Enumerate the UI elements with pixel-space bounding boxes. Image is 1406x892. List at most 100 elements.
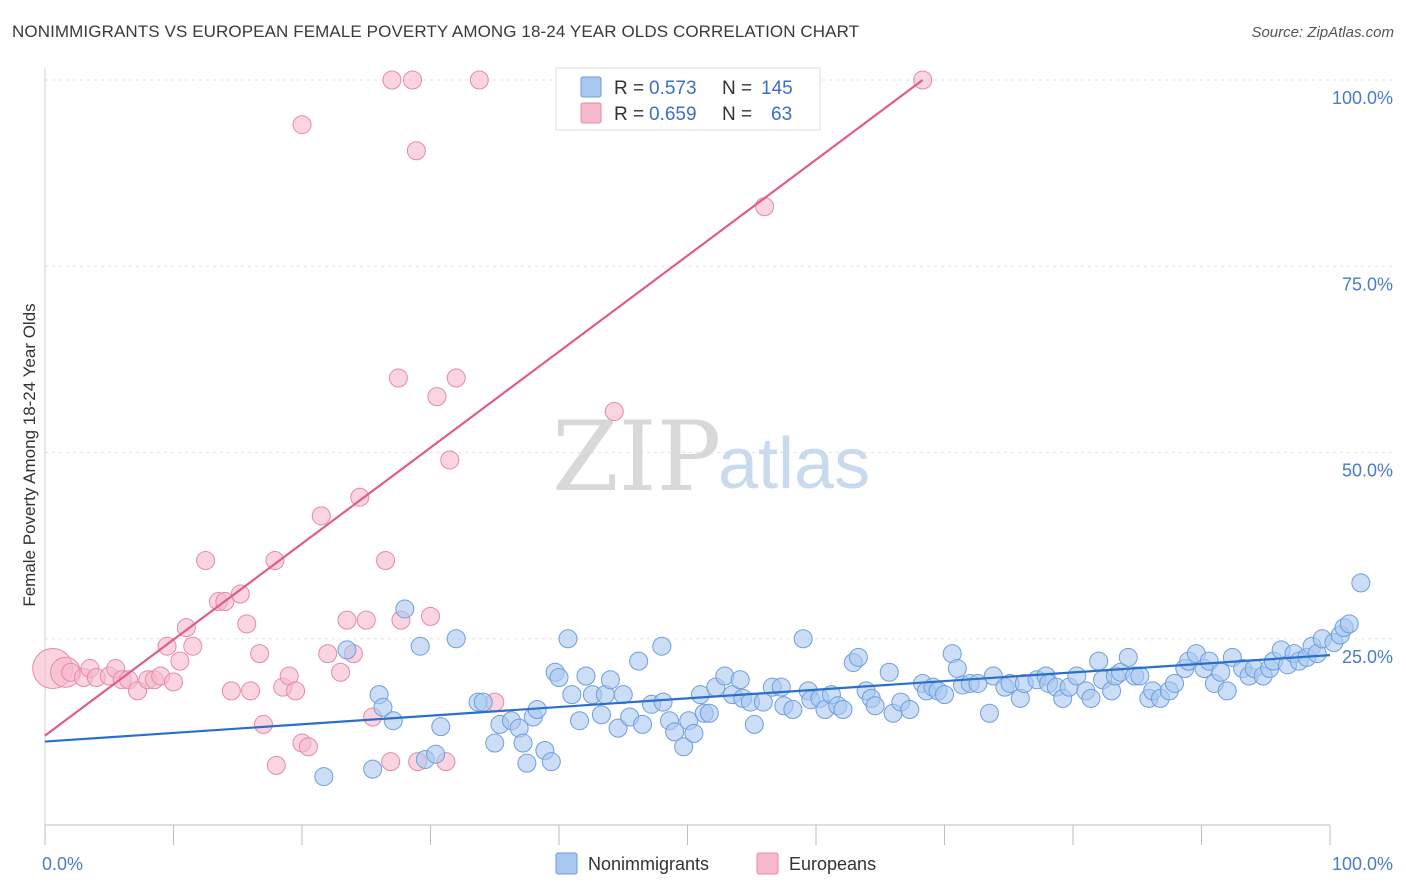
- europeans-point-16: [170, 651, 190, 671]
- europeans-point-42: [356, 610, 376, 630]
- europeans-point-35: [292, 115, 312, 135]
- europeans-point-45: [381, 752, 401, 772]
- nonimmigrants-point-19: [517, 753, 537, 773]
- nonimmigrants-point-6: [395, 599, 415, 619]
- nonimmigrants-point-35: [613, 685, 633, 705]
- trend-lines: [44, 79, 1331, 743]
- legend-n-label-nonimmigrants: N =: [722, 78, 752, 99]
- axes: [44, 68, 1331, 845]
- nonimmigrants-point-78: [900, 700, 920, 720]
- nonimmigrants-point-49: [699, 703, 719, 723]
- nonimmigrants-trend-line: [44, 654, 1331, 743]
- nonimmigrants-point-14: [485, 733, 505, 753]
- europeans-point-50: [406, 141, 426, 161]
- nonimmigrants-point-56: [744, 714, 764, 734]
- europeans-trend-line: [44, 79, 924, 737]
- nonimmigrants-point-90: [983, 666, 1003, 686]
- nonimmigrants-point-47: [690, 685, 710, 705]
- nonimmigrants-point-11: [446, 629, 466, 649]
- series-legend-swatch-nonimmigrants: [555, 852, 578, 875]
- nonimmigrants-point-25: [549, 667, 569, 687]
- nonimmigrants-point-103: [1081, 688, 1101, 708]
- legend-swatch-nonimmigrants: [580, 76, 602, 98]
- nonimmigrants-point-83: [935, 685, 954, 705]
- source-credit: Source: ZipAtlas.com: [1251, 24, 1394, 41]
- nonimmigrants-point-9: [426, 744, 446, 764]
- europeans-point-37: [318, 644, 338, 664]
- nonimmigrants-point-116: [1165, 673, 1185, 693]
- europeans-point-24: [237, 614, 257, 634]
- nonimmigrants-point-44: [674, 737, 694, 757]
- series-legend-swatch-europeans: [756, 852, 779, 875]
- europeans-points: [32, 70, 933, 775]
- nonimmigrants-point-31: [591, 705, 611, 725]
- europeans-point-15: [164, 672, 183, 692]
- europeans-point-22: [221, 681, 241, 701]
- europeans-point-26: [250, 644, 270, 664]
- nonimmigrants-point-123: [1211, 662, 1231, 682]
- series-legend: Nonimmigrants Europeans: [555, 852, 876, 875]
- y-tick-label-0: 25.0%: [1342, 647, 1393, 667]
- y-tick-label-1: 50.0%: [1342, 461, 1393, 481]
- nonimmigrants-point-0: [314, 767, 334, 787]
- watermark-zip: ZIP: [552, 401, 721, 513]
- nonimmigrants-point-111: [1130, 666, 1150, 686]
- europeans-point-18: [183, 636, 203, 656]
- europeans-point-44: [376, 551, 396, 571]
- europeans-point-23: [230, 584, 250, 604]
- europeans-point-46: [382, 70, 402, 90]
- nonimmigrants-point-41: [653, 692, 673, 712]
- nonimmigrants-point-33: [600, 670, 620, 690]
- tick-labels: 25.0% 50.0% 75.0% 100.0% 0.0% 100.0%: [42, 88, 1393, 874]
- nonimmigrants-point-124: [1217, 681, 1237, 701]
- nonimmigrants-point-28: [570, 711, 590, 731]
- series-legend-label-europeans: Europeans: [789, 854, 876, 874]
- watermark: ZIP atlas: [552, 401, 870, 513]
- x-tick-label-1: 100.0%: [1332, 854, 1393, 874]
- europeans-point-28: [265, 551, 285, 571]
- nonimmigrants-point-13: [473, 692, 493, 712]
- nonimmigrants-point-23: [541, 752, 561, 772]
- nonimmigrants-point-143: [1339, 614, 1359, 634]
- europeans-point-27: [253, 714, 273, 734]
- legend-swatch-europeans: [580, 102, 602, 124]
- y-tick-label-3: 100.0%: [1332, 88, 1393, 108]
- chart-title: NONIMMIGRANTS VS EUROPEAN FEMALE POVERTY…: [12, 22, 860, 41]
- europeans-point-52: [421, 606, 440, 626]
- nonimmigrants-point-69: [833, 700, 853, 720]
- legend-n-value-nonimmigrants: 145: [761, 78, 793, 99]
- nonimmigrants-point-89: [979, 703, 999, 723]
- europeans-point-59: [604, 402, 624, 422]
- europeans-point-36: [311, 506, 331, 526]
- nonimmigrants-point-8: [410, 636, 430, 656]
- nonimmigrants-point-71: [848, 647, 868, 667]
- nonimmigrants-point-2: [363, 759, 383, 779]
- europeans-point-61: [755, 197, 775, 217]
- nonimmigrants-point-34: [608, 718, 628, 738]
- series-legend-label-nonimmigrants: Nonimmigrants: [588, 854, 709, 874]
- nonimmigrants-point-18: [513, 733, 533, 753]
- europeans-point-34: [298, 737, 318, 757]
- nonimmigrants-point-144: [1351, 573, 1371, 593]
- stats-legend: R = 0.573 N = 145 R = 0.659 N = 63: [555, 67, 821, 131]
- nonimmigrants-point-5: [383, 711, 403, 731]
- nonimmigrants-point-62: [793, 629, 813, 649]
- y-axis-label: Female Poverty Among 18-24 Year Olds: [20, 303, 39, 606]
- nonimmigrants-point-104: [1089, 651, 1109, 671]
- europeans-point-25: [241, 681, 261, 701]
- y-tick-label-2: 75.0%: [1342, 274, 1393, 294]
- nonimmigrants-points: [314, 573, 1371, 787]
- europeans-point-56: [446, 368, 466, 388]
- europeans-point-57: [469, 70, 489, 90]
- nonimmigrants-point-38: [633, 714, 653, 734]
- legend-r-value-europeans: 0.659: [649, 104, 697, 125]
- europeans-point-41: [350, 487, 370, 507]
- legend-r-label-nonimmigrants: R =: [614, 78, 644, 99]
- nonimmigrants-point-53: [730, 670, 750, 690]
- europeans-point-19: [196, 551, 216, 571]
- europeans-point-49: [403, 70, 423, 90]
- europeans-point-29: [266, 755, 286, 775]
- nonimmigrants-point-109: [1118, 647, 1138, 667]
- nonimmigrants-point-37: [629, 651, 649, 671]
